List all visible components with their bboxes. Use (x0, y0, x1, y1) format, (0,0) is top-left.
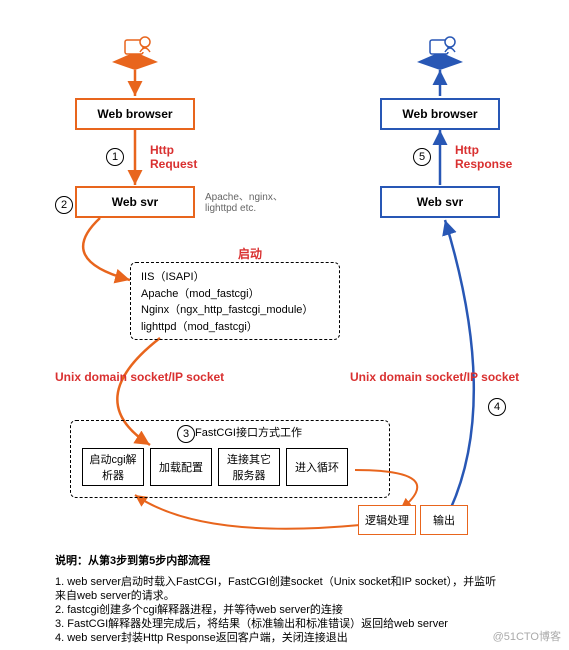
svr-note: Apache、nginx、 lighttpd etc. (205, 188, 283, 214)
footer-note-4: 4. web server封装Http Response返回客户端，关闭连接退出 (55, 629, 348, 645)
fastcgi-title: FastCGI接口方式工作 (195, 424, 302, 440)
fastcgi-box-1: 加载配置 (150, 448, 212, 486)
server-line-3: lighttpd（mod_fastcgi） (141, 319, 329, 336)
socket-right-label: Unix domain socket/IP socket (350, 370, 519, 384)
step-1: 1 (106, 148, 124, 166)
server-line-0: IIS（ISAPI） (141, 269, 329, 286)
server-line-1: Apache（mod_fastcgi） (141, 286, 329, 303)
launch-label: 启动 (238, 245, 262, 262)
step-2: 2 (55, 196, 73, 214)
left-svr-label: Web svr (112, 195, 158, 209)
servers-dashed-box: IIS（ISAPI） Apache（mod_fastcgi） Nginx（ngx… (130, 262, 340, 340)
fastcgi-box-0: 启动cgi解 析器 (82, 448, 144, 486)
fastcgi-box-2: 连接其它 服务器 (218, 448, 280, 486)
right-browser-box: Web browser (380, 98, 500, 130)
right-browser-label: Web browser (402, 107, 477, 121)
right-svr-box: Web svr (380, 186, 500, 218)
server-line-2: Nginx（ngx_http_fastcgi_module） (141, 302, 329, 319)
http-response-label: Http Response (455, 143, 512, 171)
output-box: 输出 (420, 505, 468, 535)
http-request-label: Http Request (150, 143, 197, 171)
left-browser-box: Web browser (75, 98, 195, 130)
socket-left-label: Unix domain socket/IP socket (55, 370, 224, 384)
logic-box: 逻辑处理 (358, 505, 416, 535)
fastcgi-box-3: 进入循环 (286, 448, 348, 486)
user-icon-right (415, 30, 465, 77)
footer-title: 说明：从第3步到第5步内部流程 (55, 552, 210, 568)
left-svr-box: Web svr (75, 186, 195, 218)
step-4: 4 (488, 398, 506, 416)
user-icon-left (110, 30, 160, 77)
left-browser-label: Web browser (97, 107, 172, 121)
watermark: @51CTO博客 (493, 628, 561, 644)
right-svr-label: Web svr (417, 195, 463, 209)
step-5: 5 (413, 148, 431, 166)
